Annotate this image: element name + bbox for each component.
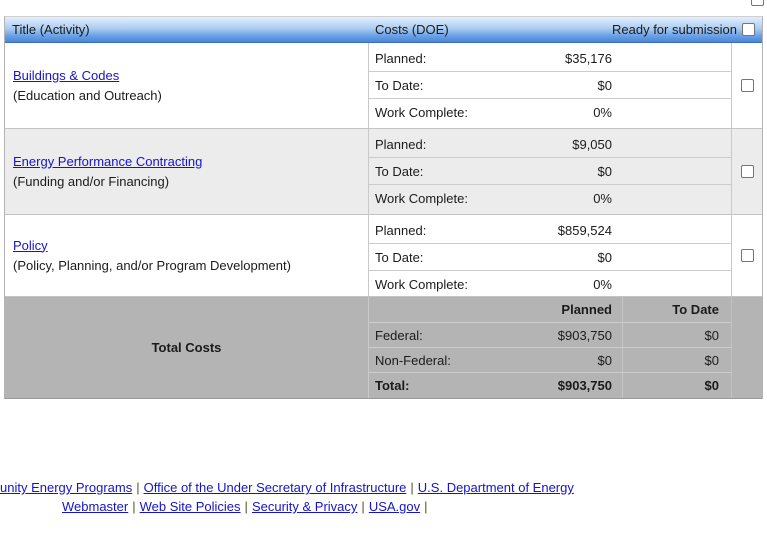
footer-link-web-site-policies[interactable]: Web Site Policies (139, 499, 241, 514)
total-costs-row: Total Costs Planned To Date Federal: $90… (5, 297, 762, 399)
row-submit-checkbox[interactable] (740, 165, 754, 178)
planned-label: Planned: (375, 222, 427, 238)
work-complete-value: 0% (593, 277, 612, 292)
cost-line-to-date: To Date: $0 (369, 244, 731, 271)
clipped-row-checkbox[interactable] (751, 0, 764, 6)
to-date-value: $0 (597, 77, 612, 93)
footer-link-energy-programs[interactable]: unity Energy Programs (0, 480, 133, 495)
totals-col-planned: Planned (561, 302, 612, 317)
total-planned: $903,750 (557, 378, 612, 393)
footer-links-row-1: unity Energy Programs | Office of the Unde… (0, 480, 574, 496)
work-complete-label: Work Complete: (375, 191, 468, 206)
planned-value: $9,050 (572, 136, 612, 152)
total-label: Total: (375, 378, 410, 393)
ready-for-submission-label: Ready for submission (612, 22, 737, 37)
work-complete-label: Work Complete: (375, 277, 468, 292)
footer-separator: | (132, 499, 136, 514)
activities-table: Title (Activity) Costs (DOE) Ready for s… (4, 16, 763, 399)
activity-row: Policy (Policy, Planning, and/or Program… (5, 215, 762, 297)
header-costs-doe: Costs (DOE) (375, 22, 449, 37)
cost-line-work-complete: Work Complete: 0% (369, 99, 731, 126)
activity-subtitle: (Education and Outreach) (13, 87, 162, 103)
cost-line-planned: Planned: $9,050 (369, 131, 731, 158)
row-submit-checkbox[interactable] (740, 79, 754, 92)
cost-line-planned: Planned: $859,524 (369, 217, 731, 244)
table-header-row: Title (Activity) Costs (DOE) Ready for s… (5, 17, 762, 43)
activity-subtitle: (Policy, Planning, and/or Program Develo… (13, 257, 291, 273)
work-complete-value: 0% (593, 105, 612, 120)
planned-value: $859,524 (557, 222, 612, 238)
to-date-label: To Date: (375, 77, 424, 93)
footer-separator: | (136, 480, 140, 495)
work-complete-label: Work Complete: (375, 105, 468, 120)
footer-link-security-privacy[interactable]: Security & Privacy (251, 499, 358, 514)
federal-label: Federal: (375, 327, 423, 343)
planned-value: $35,176 (565, 50, 612, 66)
cost-line-to-date: To Date: $0 (369, 158, 731, 185)
header-title-activity: Title (Activity) (12, 22, 90, 37)
totals-total-row: Total: $903,750 $0 (369, 373, 731, 398)
totals-header-row: Planned To Date (369, 297, 731, 323)
totals-federal-row: Federal: $903,750 $0 (369, 323, 731, 348)
activity-link[interactable]: Policy (13, 237, 48, 253)
non-federal-label: Non-Federal: (375, 352, 451, 368)
to-date-value: $0 (597, 249, 612, 265)
cost-line-planned: Planned: $35,176 (369, 45, 731, 72)
to-date-label: To Date: (375, 249, 424, 265)
cost-line-to-date: To Date: $0 (369, 72, 731, 99)
activity-row: Buildings & Codes (Education and Outreac… (5, 43, 762, 129)
footer-link-doe[interactable]: U.S. Department of Energy (417, 480, 574, 495)
footer-links-row-2: Webmaster | Web Site Policies | Security & P… (62, 499, 432, 515)
totals-non-federal-row: Non-Federal: $0 $0 (369, 348, 731, 373)
work-complete-value: 0% (593, 191, 612, 206)
activity-link[interactable]: Energy Performance Contracting (13, 153, 203, 169)
footer-link-webmaster[interactable]: Webmaster (62, 499, 129, 514)
totals-col-to-date: To Date (672, 302, 719, 317)
federal-to-date: $0 (704, 327, 719, 343)
cost-line-work-complete: Work Complete: 0% (369, 185, 731, 212)
cost-line-work-complete: Work Complete: 0% (369, 271, 731, 298)
to-date-value: $0 (597, 163, 612, 179)
to-date-label: To Date: (375, 163, 424, 179)
footer-separator: | (410, 480, 414, 495)
planned-label: Planned: (375, 136, 427, 152)
footer-link-usa-gov[interactable]: USA.gov (368, 499, 421, 514)
footer-separator: | (424, 499, 428, 514)
total-to-date: $0 (704, 378, 719, 393)
ready-for-submission-checkbox[interactable] (742, 23, 755, 36)
activity-subtitle: (Funding and/or Financing) (13, 173, 170, 189)
activity-link[interactable]: Buildings & Codes (13, 67, 120, 83)
footer-separator: | (361, 499, 365, 514)
footer-separator: | (244, 499, 248, 514)
activity-row: Energy Performance Contracting (Funding … (5, 129, 762, 215)
federal-planned: $903,750 (557, 327, 612, 343)
non-federal-to-date: $0 (704, 352, 719, 368)
non-federal-planned: $0 (597, 352, 612, 368)
total-costs-label: Total Costs (5, 297, 369, 398)
row-submit-checkbox[interactable] (740, 249, 754, 262)
footer-link-under-secretary[interactable]: Office of the Under Secretary of Infrast… (143, 480, 407, 495)
planned-label: Planned: (375, 50, 427, 66)
